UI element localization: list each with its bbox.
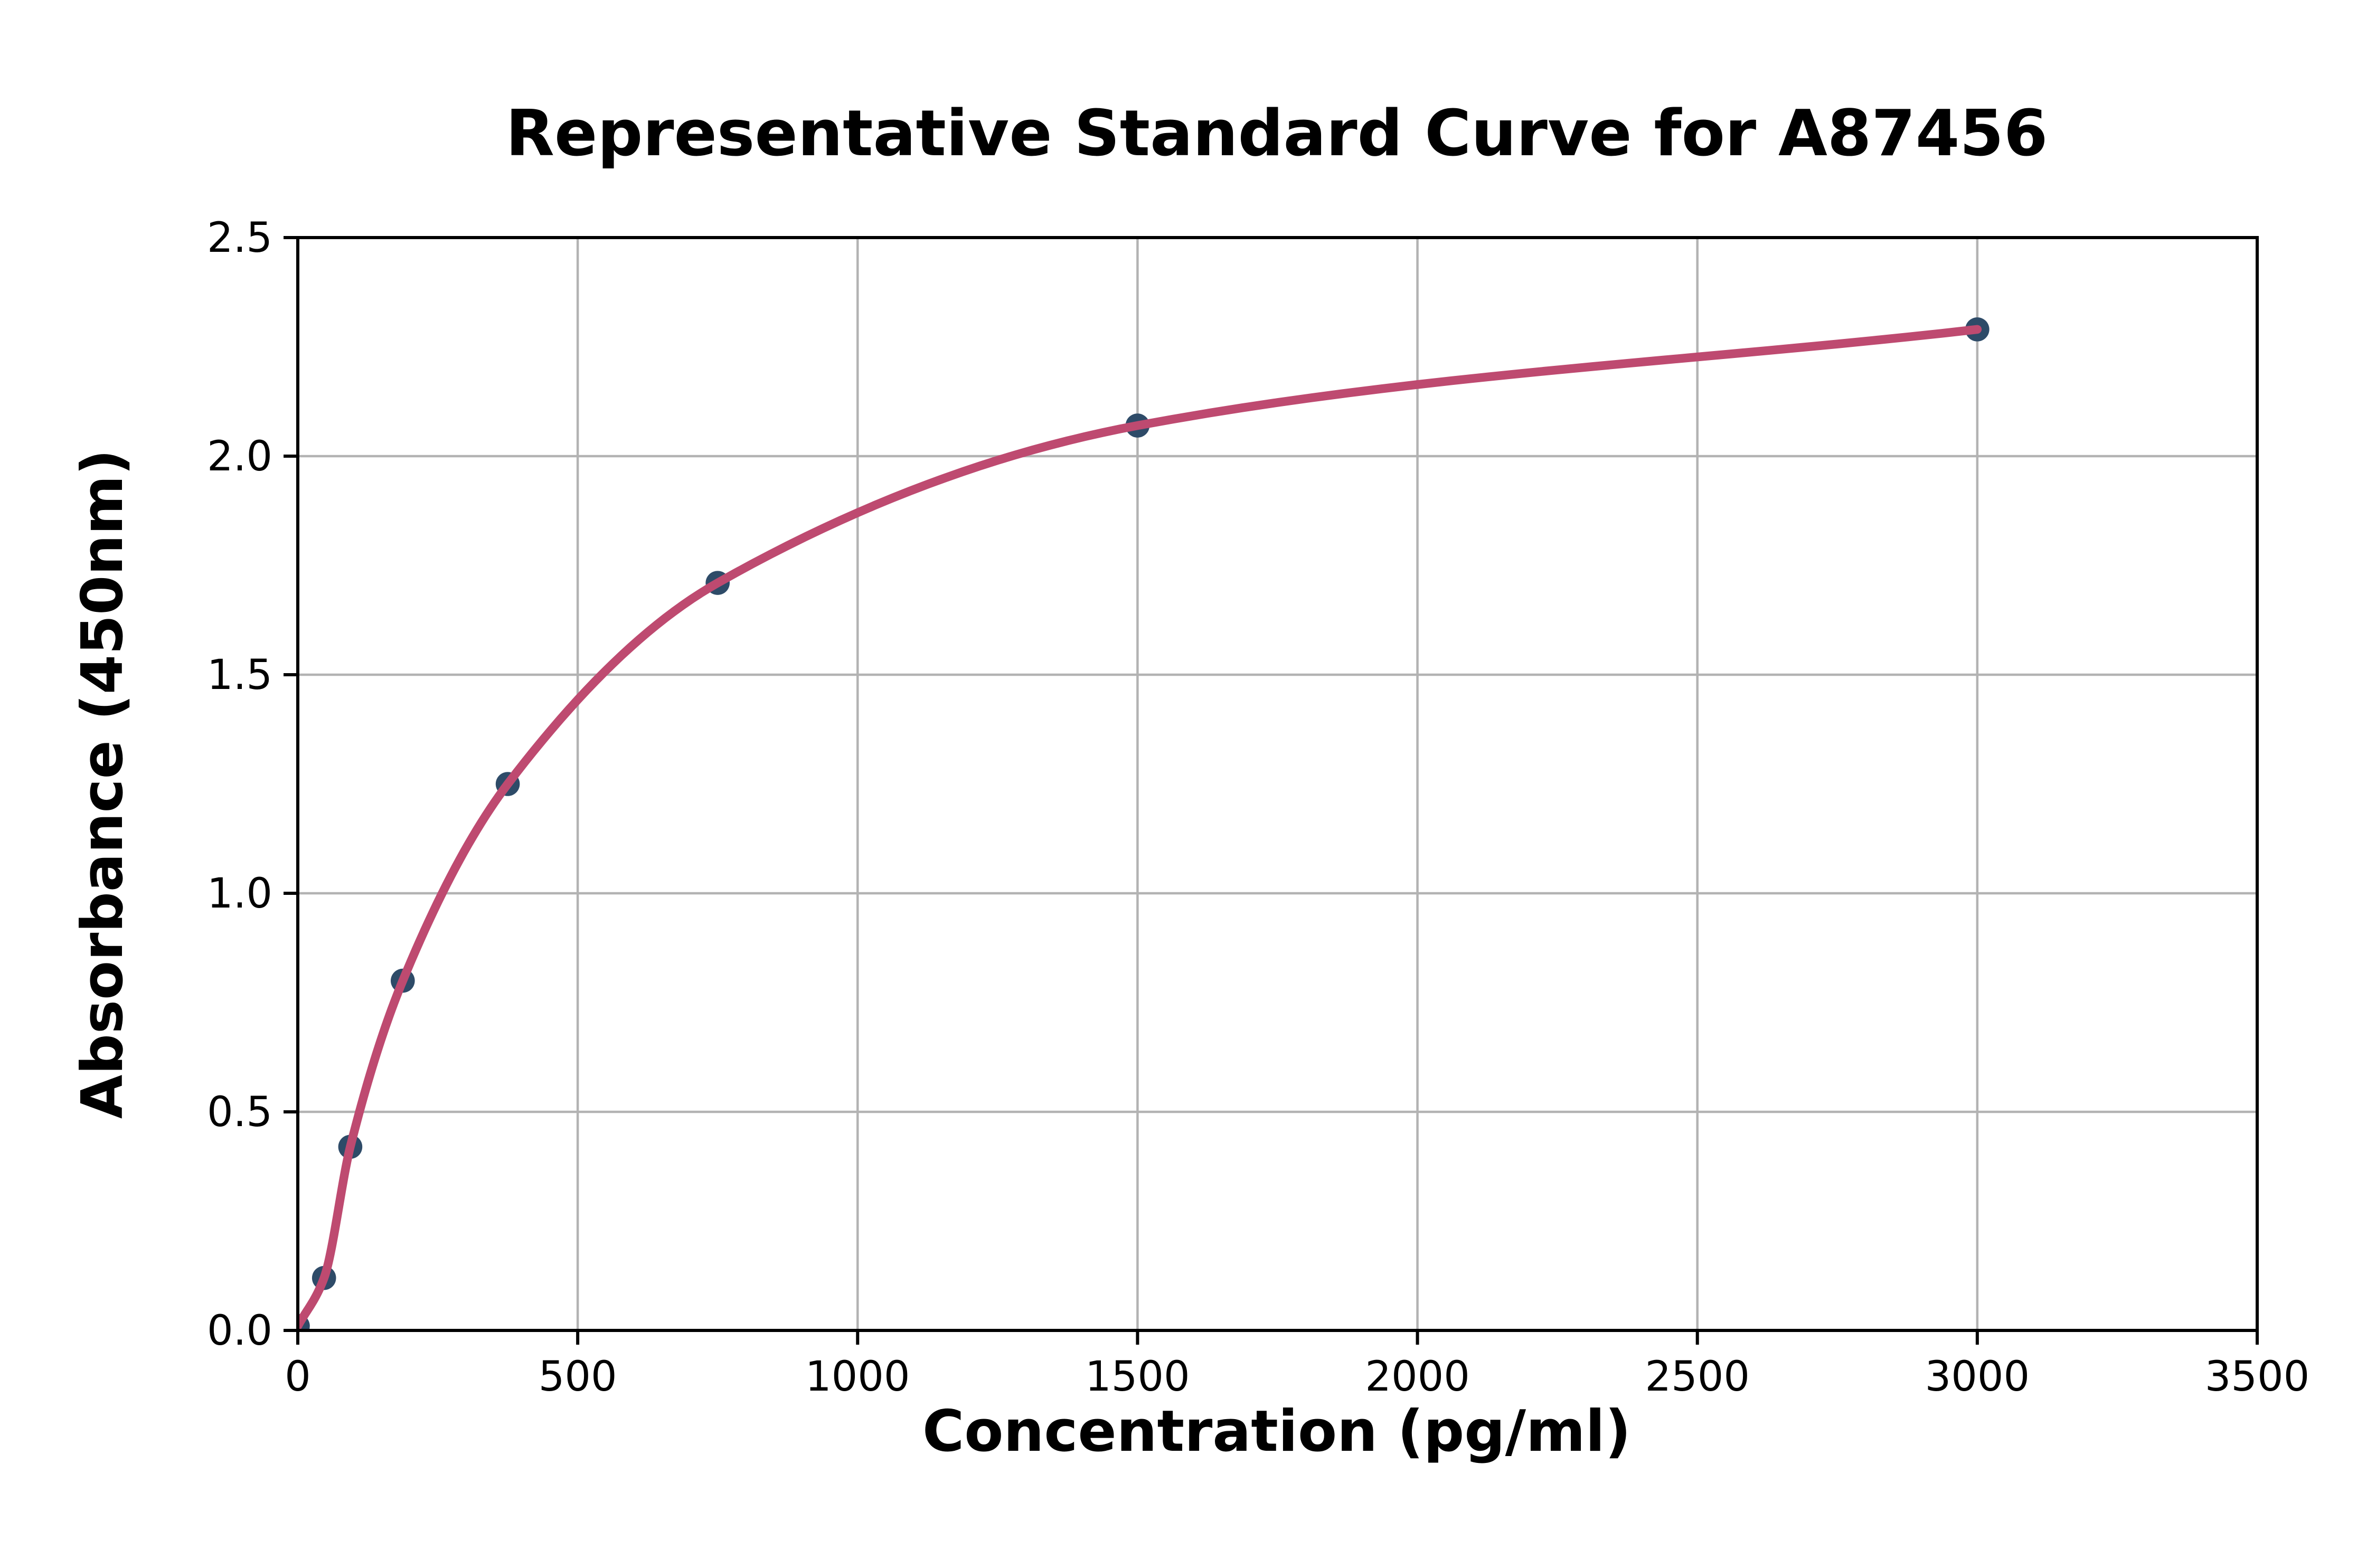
axis-tick-labels: 0 500 1000 1500 2000 2500 3000 3500 0.0 0.5 1.0 1.5… xyxy=(207,214,2309,1401)
x-tick-label: 2500 xyxy=(1645,1353,1750,1401)
x-tick-label: 0 xyxy=(285,1353,311,1401)
y-tick-label: 1.5 xyxy=(207,651,272,699)
x-tick-label: 500 xyxy=(539,1353,617,1401)
y-tick-label: 2.0 xyxy=(207,433,272,480)
chart-title: Representative Standard Curve for A87456 xyxy=(506,97,2048,171)
fitted-curve xyxy=(298,325,1982,1330)
x-tick-label: 1500 xyxy=(1085,1353,1190,1401)
x-tick-label: 1000 xyxy=(805,1353,910,1401)
data-series xyxy=(298,317,1990,1330)
plot-border xyxy=(296,236,2259,1332)
axis-ticks xyxy=(284,236,2259,1345)
y-tick-label: 1.0 xyxy=(207,870,272,918)
x-axis-label: Concentration (pg/ml) xyxy=(922,1399,1631,1465)
x-tick-label: 3500 xyxy=(2205,1353,2310,1401)
y-tick-label: 0.0 xyxy=(207,1307,272,1355)
y-tick-label: 2.5 xyxy=(207,214,272,262)
y-tick-label: 0.5 xyxy=(207,1089,272,1136)
x-tick-label: 3000 xyxy=(1925,1353,2030,1401)
x-tick-label: 2000 xyxy=(1365,1353,1470,1401)
y-axis-label: Absorbance (450nm) xyxy=(70,449,136,1119)
